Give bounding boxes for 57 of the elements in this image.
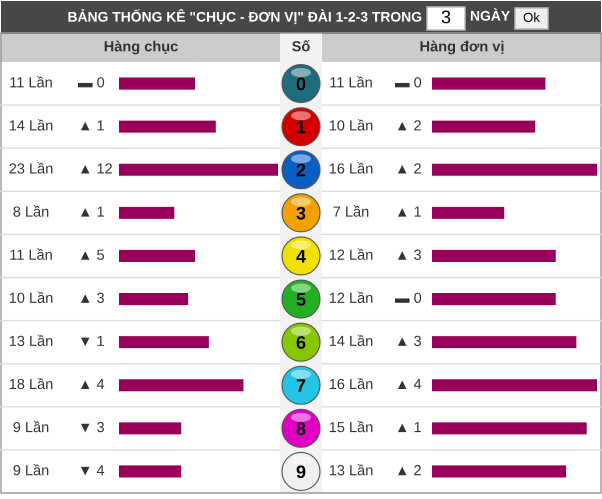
data-label: 18 Lần — [10, 378, 52, 390]
text: ▲ 1 — [398, 422, 421, 432]
chart-title: BẢNG THỐNG KÊ "CHỤC - ĐƠN VỊ" ĐÀI 1-2-3 TRONG — [68, 9, 422, 24]
data-label: 12 Lần — [330, 248, 372, 260]
text: ▲ 2 — [398, 163, 421, 174]
y-tick-label: 1 — [297, 120, 306, 134]
text: ▬ 0 — [395, 292, 422, 303]
y-tick-label: 2 — [296, 164, 306, 176]
text: ▲ 12 — [80, 163, 112, 174]
text: ▲ 1 — [80, 206, 104, 217]
data-label: 12 Lần — [330, 292, 372, 303]
data-label: 11 Lần — [10, 248, 52, 260]
data-label: 13 Lần — [330, 464, 372, 476]
data-label: 23 Lần — [9, 162, 52, 174]
text: ▼ 1 — [80, 336, 104, 346]
data-label: 8 Lần — [13, 205, 48, 217]
text: ▼ 3 — [80, 422, 104, 432]
y-tick-label: 8 — [296, 422, 306, 436]
y-tick-label: 6 — [296, 336, 306, 349]
data-label: 7 Lần — [334, 205, 368, 217]
y-tick-label: 9 — [296, 465, 306, 478]
y-tick-label: 0 — [296, 77, 306, 90]
text: Ok — [524, 12, 540, 22]
text: ▲ 3 — [398, 336, 421, 346]
data-label: 14 Lần — [10, 119, 52, 131]
data-label: 10 Lần — [10, 292, 52, 303]
data-label: 14 Lần — [330, 334, 372, 346]
data-label: 16 Lần — [330, 378, 372, 390]
y-tick-label: 7 — [296, 379, 306, 392]
text: ▲ 1 — [80, 120, 104, 130]
y-axis-title: Số — [292, 40, 310, 52]
data-label: 10 Lần — [330, 119, 372, 131]
text: ▲ 1 — [398, 206, 421, 217]
text: ▬ 0 — [395, 77, 422, 88]
y-tick-label: 4 — [296, 250, 306, 262]
y-tick-label: 5 — [296, 293, 306, 306]
text: ▼ 4 — [80, 465, 104, 476]
data-label: 13 Lần — [10, 334, 52, 346]
y-tick-label: 3 — [296, 206, 306, 220]
text: ▲ 3 — [398, 250, 421, 260]
text: ▲ 5 — [80, 250, 104, 260]
text: ▲ 2 — [398, 120, 421, 130]
data-label: 15 Lần — [330, 420, 372, 432]
data-label: 16 Lần — [330, 162, 372, 174]
text: ▬ 0 — [78, 77, 104, 88]
x-axis-title: Hàng đơn vị — [420, 40, 504, 54]
text: 3 — [442, 10, 450, 24]
text: ▲ 3 — [80, 292, 104, 303]
text: ▲ 4 — [398, 378, 422, 390]
x-axis-title: Hàng chục — [104, 40, 178, 54]
data-label: 11 Lần — [10, 76, 52, 88]
text: ▲ 2 — [398, 465, 421, 476]
data-label: 9 Lần — [13, 464, 48, 476]
text: ▲ 4 — [80, 378, 104, 390]
data-label: 9 Lần — [13, 420, 48, 432]
data-label: 11 Lần — [330, 76, 372, 88]
text: NGÀY — [470, 8, 510, 21]
